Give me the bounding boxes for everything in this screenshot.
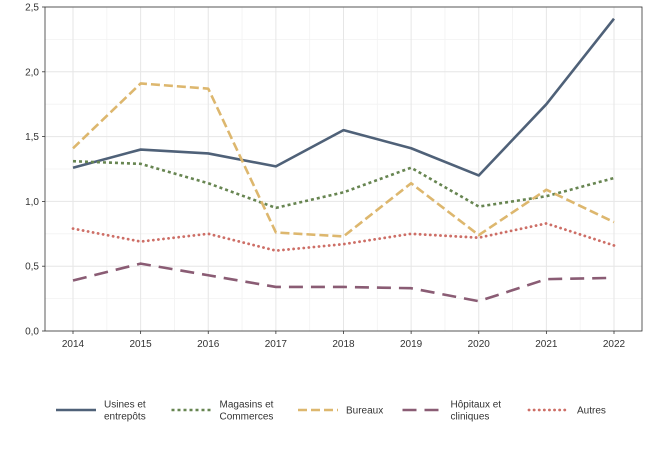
x-tick-label: 2014 xyxy=(62,339,85,350)
series-line-4 xyxy=(72,262,615,303)
series-lines xyxy=(71,17,616,303)
y-tick-label: 2,5 xyxy=(25,3,39,14)
x-tick-label: 2017 xyxy=(265,339,288,350)
legend-label: Autres xyxy=(577,406,606,417)
series-line-1 xyxy=(72,17,616,177)
grid-lines xyxy=(45,6,642,332)
x-tick-label: 2021 xyxy=(535,339,558,350)
legend-label: entrepôts xyxy=(104,412,146,423)
legend-label: Hôpitaux et xyxy=(451,400,502,411)
series-line-3 xyxy=(72,82,615,238)
y-tick-label: 1,0 xyxy=(25,197,39,208)
legend-label: Commerces xyxy=(220,412,274,423)
y-tick-label: 2,0 xyxy=(25,67,39,78)
x-tick-label: 2018 xyxy=(332,339,355,350)
x-tick-label: 2015 xyxy=(130,339,153,350)
x-tick-label: 2022 xyxy=(603,339,626,350)
legend-item: Bureaux xyxy=(298,406,383,417)
x-tick-label: 2020 xyxy=(468,339,491,350)
legend-label: Magasins et xyxy=(220,400,274,411)
x-tick-label: 2019 xyxy=(400,339,423,350)
legend-label: Bureaux xyxy=(346,406,383,417)
axes: 0,0 0,5 1,0 1,5 2,0 2,5 2014 2015 2016 2017 2018 20… xyxy=(25,3,643,350)
series-line-5 xyxy=(71,222,616,253)
y-tick-label: 1,5 xyxy=(25,132,39,143)
y-tick-label: 0,0 xyxy=(25,327,39,338)
legend-label: Usines et xyxy=(104,400,146,411)
legend-item: Autres xyxy=(527,406,606,417)
y-tick-label: 0,5 xyxy=(25,262,39,273)
legend-label: cliniques xyxy=(451,412,490,423)
x-tick-label: 2016 xyxy=(197,339,220,350)
series-line-2 xyxy=(72,159,615,210)
